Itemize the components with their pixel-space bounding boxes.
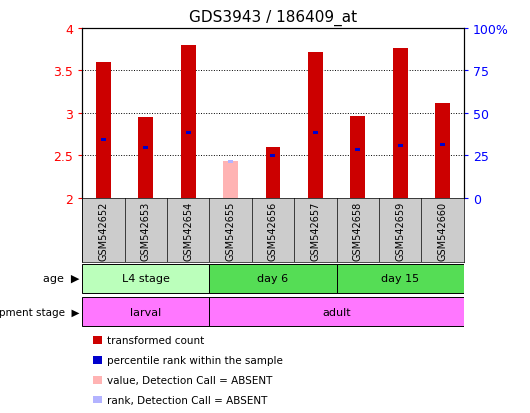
- Bar: [313, 132, 318, 135]
- Text: value, Detection Call = ABSENT: value, Detection Call = ABSENT: [107, 375, 272, 385]
- Bar: [355, 149, 360, 152]
- Bar: [440, 143, 445, 146]
- Bar: [186, 132, 191, 135]
- Text: age  ▶: age ▶: [43, 274, 80, 284]
- Text: percentile rank within the sample: percentile rank within the sample: [107, 355, 282, 365]
- Bar: [266, 147, 280, 198]
- Text: GSM542654: GSM542654: [183, 202, 193, 261]
- Text: transformed count: transformed count: [107, 335, 204, 345]
- Text: GSM542652: GSM542652: [99, 202, 108, 261]
- Bar: [223, 162, 238, 198]
- Bar: [138, 118, 153, 198]
- Text: day 6: day 6: [258, 274, 288, 284]
- Text: GSM542659: GSM542659: [395, 202, 405, 261]
- Text: rank, Detection Call = ABSENT: rank, Detection Call = ABSENT: [107, 395, 267, 405]
- Bar: [181, 46, 196, 198]
- Text: development stage  ▶: development stage ▶: [0, 307, 80, 317]
- Text: GSM542657: GSM542657: [311, 202, 320, 261]
- Bar: [82, 264, 209, 294]
- Text: larval: larval: [130, 307, 161, 317]
- Text: GSM542656: GSM542656: [268, 202, 278, 261]
- Bar: [435, 103, 450, 198]
- Bar: [96, 63, 111, 198]
- Bar: [270, 154, 276, 157]
- Text: adult: adult: [322, 307, 351, 317]
- Text: L4 stage: L4 stage: [122, 274, 170, 284]
- Bar: [143, 147, 148, 150]
- Bar: [308, 52, 323, 198]
- Bar: [337, 264, 464, 294]
- Bar: [393, 49, 408, 198]
- Bar: [398, 144, 403, 147]
- Bar: [82, 297, 209, 327]
- Text: GSM542655: GSM542655: [226, 202, 235, 261]
- Text: GSM542653: GSM542653: [141, 202, 151, 261]
- Text: GSM542658: GSM542658: [353, 202, 363, 261]
- Bar: [209, 264, 337, 294]
- Bar: [350, 117, 365, 198]
- Bar: [228, 160, 233, 163]
- Bar: [101, 138, 106, 141]
- Title: GDS3943 / 186409_at: GDS3943 / 186409_at: [189, 10, 357, 26]
- Text: day 15: day 15: [381, 274, 419, 284]
- Text: GSM542660: GSM542660: [438, 202, 447, 261]
- Bar: [209, 297, 464, 327]
